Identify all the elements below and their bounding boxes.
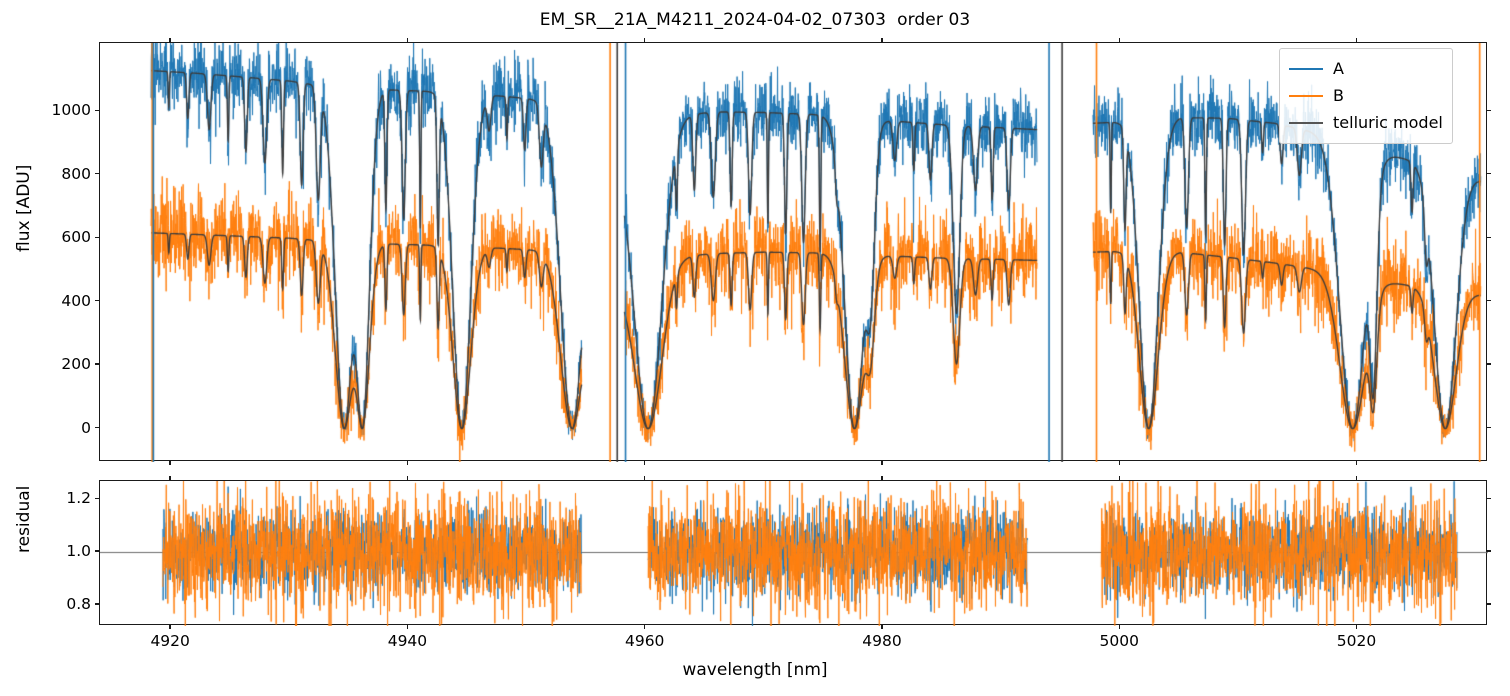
x-tick-mark [406, 625, 409, 629]
y-tick-mark [95, 300, 99, 302]
y-tick-label: 600 [61, 228, 91, 247]
x-tick-mark [169, 38, 171, 42]
y-tick-label: 1.2 [66, 489, 91, 508]
x-tick-mark [406, 38, 409, 42]
legend-label-b: B [1333, 86, 1344, 105]
y-tick-mark [1487, 497, 1491, 500]
y-tick-label: 1.0 [66, 542, 91, 561]
y-tick-mark [95, 550, 99, 552]
y-tick-mark [1487, 300, 1491, 302]
x-tick-mark [881, 476, 883, 480]
y-tick-mark [1487, 603, 1491, 605]
x-tick-label: 4940 [387, 632, 428, 650]
y-tick-label: 400 [61, 291, 91, 310]
y-tick-label: 800 [61, 164, 91, 183]
flux-spectrum-canvas [100, 43, 1488, 462]
x-tick-mark [169, 625, 171, 629]
x-tick-mark [644, 38, 646, 42]
y-tick-mark [95, 497, 99, 500]
x-tick-mark [406, 476, 409, 480]
x-tick-mark [881, 625, 883, 629]
x-tick-mark [644, 625, 646, 629]
y-tick-label: 0 [81, 418, 91, 437]
x-tick-mark [881, 461, 883, 465]
legend-entry-b: B [1289, 82, 1443, 109]
x-tick-mark [1118, 625, 1120, 629]
y-tick-mark [95, 173, 99, 175]
x-tick-mark [169, 476, 171, 480]
y-tick-mark [95, 426, 99, 429]
y-tick-mark [95, 236, 99, 238]
legend-label-a: A [1333, 59, 1344, 78]
y-tick-label: 1000 [51, 101, 91, 120]
page-title: EM_SR__21A_M4211_2024-04-02_07303 order … [539, 10, 971, 30]
x-tick-mark [881, 38, 883, 42]
y-tick-mark [95, 363, 99, 365]
y-tick-mark [1487, 363, 1491, 365]
x-tick-mark [1355, 461, 1358, 465]
y-tick-mark [1487, 550, 1491, 552]
y-tick-label: 0.8 [66, 594, 91, 613]
x-tick-label: 4980 [862, 632, 902, 650]
x-tick-mark [1355, 476, 1358, 480]
legend-swatch-telluric [1289, 121, 1323, 124]
y-tick-mark [1487, 109, 1491, 111]
x-tick-mark [1118, 461, 1120, 465]
legend-entry-telluric: telluric model [1289, 109, 1443, 136]
y-tick-mark [95, 603, 99, 605]
wavelength-axis-label: wavelength [nm] [682, 660, 828, 680]
x-tick-mark [1355, 625, 1358, 629]
y-tick-mark [1487, 426, 1491, 429]
x-tick-label: 5020 [1336, 632, 1377, 650]
residual-canvas [100, 481, 1488, 626]
x-tick-label: 4920 [150, 632, 190, 650]
legend-swatch-b [1289, 94, 1323, 97]
x-tick-mark [406, 461, 409, 465]
y-tick-mark [1487, 173, 1491, 175]
legend-swatch-a [1289, 67, 1323, 70]
legend: A B telluric model [1279, 48, 1453, 144]
x-tick-mark [644, 461, 646, 465]
flux-plot-area [99, 42, 1488, 462]
x-tick-label: 5000 [1099, 632, 1139, 650]
y-tick-mark [1487, 236, 1491, 238]
residual-plot-area [99, 480, 1488, 626]
legend-label-telluric: telluric model [1333, 113, 1443, 132]
y-tick-label: 200 [61, 355, 91, 374]
x-tick-mark [169, 461, 171, 465]
legend-entry-a: A [1289, 55, 1443, 82]
x-tick-mark [1355, 38, 1358, 42]
y-tick-mark [95, 109, 99, 111]
x-tick-label: 4960 [624, 632, 665, 650]
x-tick-mark [644, 476, 646, 480]
x-tick-mark [1118, 476, 1120, 480]
x-tick-mark [1118, 38, 1120, 42]
